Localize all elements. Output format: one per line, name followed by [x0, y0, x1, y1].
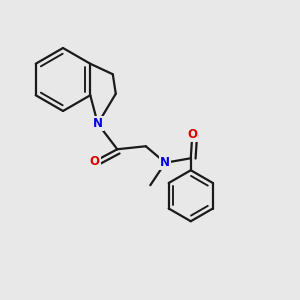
Text: N: N	[160, 156, 170, 169]
Text: N: N	[93, 117, 103, 130]
Text: O: O	[90, 155, 100, 168]
Text: O: O	[187, 128, 197, 141]
